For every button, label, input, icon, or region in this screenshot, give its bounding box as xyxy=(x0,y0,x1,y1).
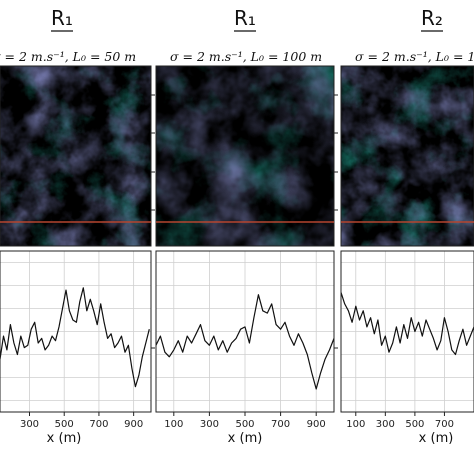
panel-subtitle-3: σ = 2 m.s⁻¹, L₀ = 1 xyxy=(355,49,474,64)
line-plot-panel-2: 100 300 500 700 900 xyxy=(155,250,335,430)
heatmap-panel-3 xyxy=(341,66,474,246)
x-tick-label: 300 xyxy=(200,419,219,430)
x-tick-label: 700 xyxy=(435,419,454,430)
x-tick-label: 300 xyxy=(20,419,39,430)
x-tick-label: 100 xyxy=(346,419,365,430)
x-tick-label: 300 xyxy=(376,419,395,430)
heatmap-panel-1 xyxy=(0,66,151,246)
panel-title-3: R₂ xyxy=(421,6,443,30)
heatmap-panel-2 xyxy=(156,66,334,246)
series-line xyxy=(155,294,335,390)
x-tick-label: 100 xyxy=(164,419,183,430)
panel-title-2: R₁ xyxy=(234,6,256,30)
heatmap-frame-2 xyxy=(155,65,335,247)
panel-title-1: R₁ xyxy=(51,6,73,30)
x-tick-label: 900 xyxy=(124,419,143,430)
x-tick-label: 700 xyxy=(271,419,290,430)
x-tick-label: 500 xyxy=(405,419,424,430)
series-line xyxy=(0,287,150,388)
line-plot-panel-3: 100 300 500 700 xyxy=(340,250,474,430)
panel-subtitle-1: σ = 2 m.s⁻¹, L₀ = 50 m xyxy=(0,49,136,64)
plot-frame xyxy=(340,250,474,413)
panel-subtitle-2: σ = 2 m.s⁻¹, L₀ = 100 m xyxy=(170,49,322,64)
x-tick-label: 500 xyxy=(235,419,254,430)
x-tick-label: 500 xyxy=(55,419,74,430)
x-axis-label-1: x (m) xyxy=(47,431,82,446)
x-axis-label-3: x (m) xyxy=(419,431,454,446)
plot-frame xyxy=(0,250,152,413)
heatmap-frame-1 xyxy=(0,65,152,247)
series-line xyxy=(340,292,474,356)
line-plot-panel-1: 300 500 700 900 xyxy=(0,250,152,430)
heatmap-frame-3 xyxy=(340,65,474,247)
x-tick-label: 700 xyxy=(89,419,108,430)
x-axis-label-2: x (m) xyxy=(228,431,263,446)
x-tick-label: 900 xyxy=(307,419,326,430)
